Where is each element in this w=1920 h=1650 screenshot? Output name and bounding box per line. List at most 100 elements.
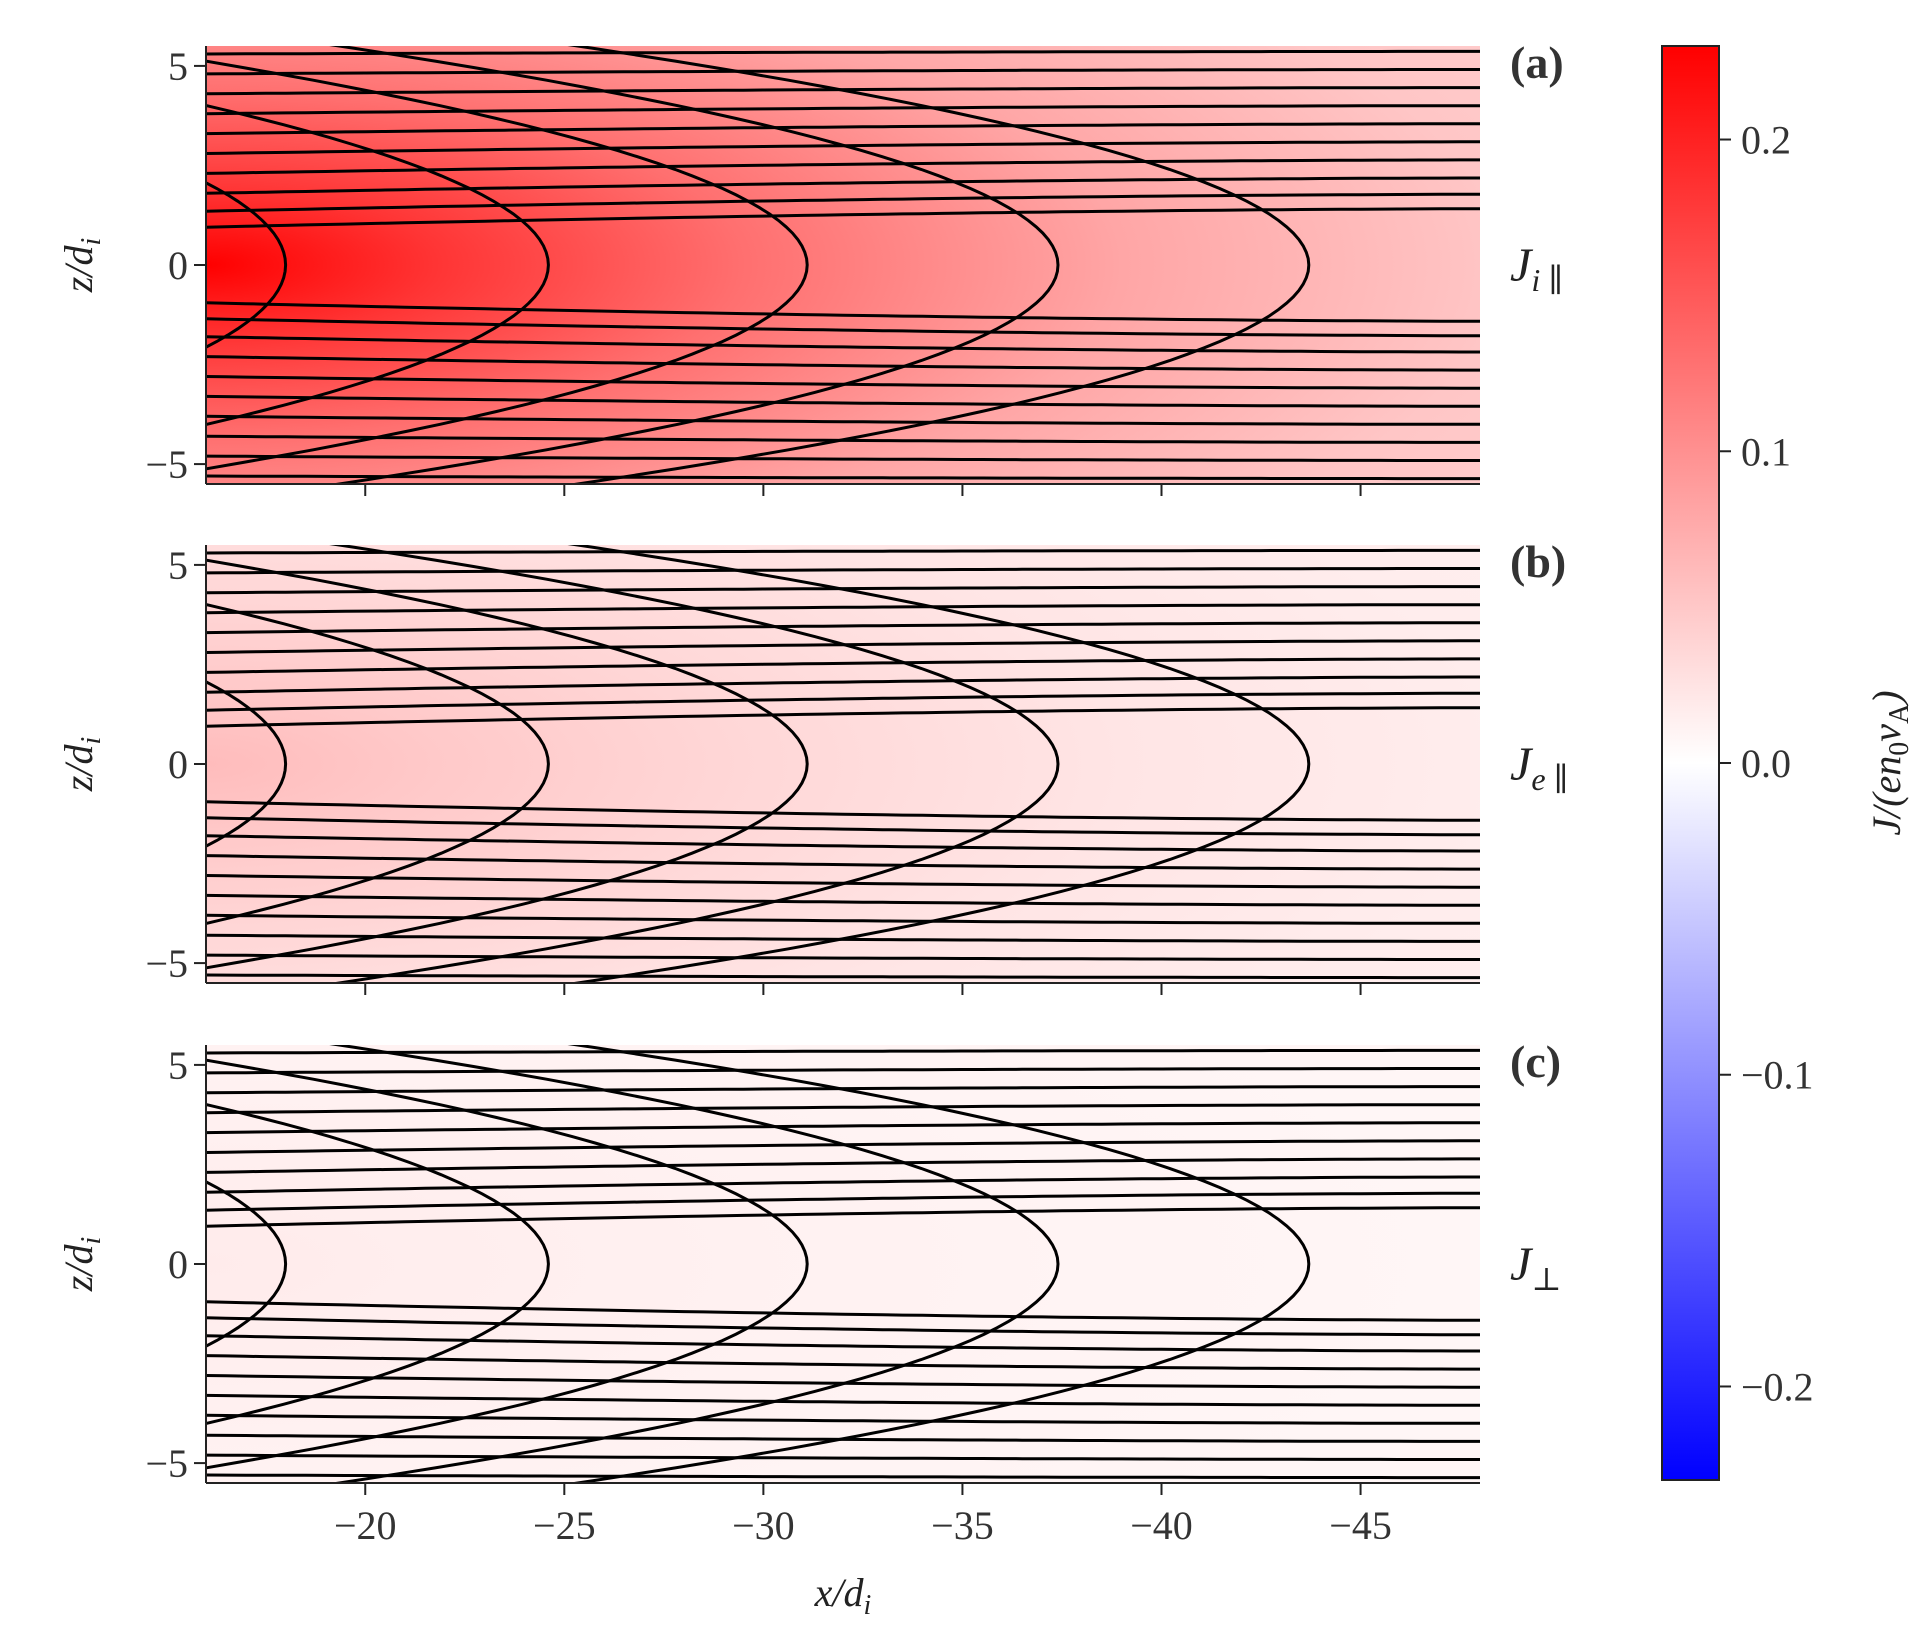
contour-line	[206, 1334, 1480, 1353]
heatmap	[206, 545, 1480, 983]
contour-line	[206, 49, 1480, 56]
contour-line	[206, 434, 1480, 444]
contour-line	[206, 181, 288, 349]
y-tick-label: −5	[145, 1441, 188, 1486]
contour-line	[206, 1354, 1480, 1371]
quantity-label: Ji ∥	[1510, 239, 1563, 298]
contour-line	[206, 1433, 1480, 1443]
colorbar-tick-label: 0.2	[1741, 118, 1791, 163]
contour-line	[206, 1175, 1480, 1194]
contour-line	[206, 621, 1480, 635]
x-axis-title: x/di	[814, 1570, 872, 1621]
contour-line	[206, 1085, 1480, 1095]
contour-line	[206, 706, 1480, 728]
contour-line	[206, 1121, 1480, 1135]
contour-line	[206, 1157, 1480, 1174]
heatmap	[206, 46, 1480, 484]
y-tick-label: −5	[145, 442, 188, 487]
contour-line	[206, 454, 1480, 462]
y-tick-label: −5	[145, 941, 188, 986]
contour-line	[206, 973, 1480, 980]
contour-line	[206, 1180, 288, 1348]
contour-line	[206, 854, 1480, 871]
contour-line	[206, 691, 1480, 712]
panels-group: −5 0 5 z/di (a) Ji ∥ −5 0 5 z/di (b) Je ∥ −5 0 5 −20 −25…	[56, 37, 1568, 1548]
contour-line	[206, 355, 1480, 372]
contour-line	[206, 192, 1480, 213]
colorbar-label: J/(en0vA)	[1864, 690, 1915, 835]
contour-line	[206, 933, 1480, 943]
contour-line	[206, 800, 1480, 822]
contour-line	[206, 474, 1480, 481]
contour-line	[206, 1058, 809, 1470]
colorbar-gradient	[1661, 45, 1720, 1481]
y-axis-title: z/di	[56, 737, 107, 792]
contour-line	[206, 317, 1480, 338]
contour-line	[206, 140, 1480, 155]
contour-lines	[206, 46, 1480, 484]
contour-lines	[206, 545, 1480, 983]
contour-line	[206, 207, 1480, 229]
y-tick-label: 0	[168, 243, 188, 288]
contour-line	[206, 103, 550, 427]
panel-label: (b)	[1510, 536, 1566, 587]
contour-line	[206, 68, 1480, 76]
contour-line	[206, 639, 1480, 654]
panel-b: −5 0 5 z/di (b) Je ∥	[56, 536, 1568, 995]
contour-line	[206, 1103, 1480, 1115]
quantity-label: J⊥	[1510, 1238, 1561, 1297]
contour-line	[206, 394, 1480, 408]
contour-line	[206, 1300, 1480, 1322]
contour-line	[206, 567, 1480, 575]
contour-line	[206, 1413, 1480, 1425]
contour-line	[206, 1453, 1480, 1461]
colorbar: 0.2 0.1 0.0 −0.1 −0.2 J/(en0vA)	[1661, 45, 1915, 1481]
contour-line	[206, 893, 1480, 907]
contour-line	[206, 375, 1480, 390]
quantity-label: Je ∥	[1510, 738, 1568, 797]
colorbar-tick-label: −0.1	[1741, 1053, 1814, 1098]
contour-line	[206, 1316, 1480, 1337]
panel-label: (c)	[1510, 1036, 1561, 1087]
contour-line	[206, 1393, 1480, 1407]
contour-line	[206, 1206, 1480, 1228]
heatmap	[206, 1045, 1480, 1483]
x-tick-label: −25	[533, 1503, 596, 1548]
contour-line	[206, 953, 1480, 961]
contour-line	[206, 1102, 550, 1426]
contour-line	[206, 158, 1480, 175]
contour-line	[206, 1191, 1480, 1212]
contour-line	[206, 335, 1480, 354]
x-tick-label: −40	[1130, 1503, 1193, 1548]
contour-line	[206, 104, 1480, 116]
x-tick-label: −20	[334, 1503, 397, 1548]
colorbar-tick-label: 0.1	[1741, 429, 1791, 474]
colorbar-tick-label: 0.0	[1741, 741, 1791, 786]
contour-line	[206, 1374, 1480, 1389]
contour-line	[206, 558, 809, 970]
contour-line	[206, 1048, 1480, 1055]
contour-line	[206, 1067, 1480, 1075]
contour-line	[206, 548, 1480, 555]
contour-line	[206, 602, 550, 926]
x-tick-label: −30	[732, 1503, 795, 1548]
panel-a: −5 0 5 z/di (a) Ji ∥	[56, 37, 1564, 496]
y-tick-label: 0	[168, 742, 188, 787]
contour-line	[206, 585, 1480, 595]
contour-line	[206, 1139, 1480, 1154]
x-tick-label: −45	[1329, 1503, 1392, 1548]
contour-line	[206, 913, 1480, 925]
contour-line	[206, 414, 1480, 426]
contour-line	[206, 122, 1480, 136]
contour-line	[206, 176, 1480, 195]
y-tick-label: 5	[168, 44, 188, 89]
colorbar-tick-label: −0.2	[1741, 1364, 1814, 1409]
contour-line	[206, 680, 288, 848]
y-tick-label: 5	[168, 1043, 188, 1088]
y-axis-title: z/di	[56, 1237, 107, 1292]
panel-c: −5 0 5 −20 −25 −30 −35 −40 −45 z/di (c) J⊥	[56, 1036, 1561, 1548]
contour-line	[206, 816, 1480, 837]
y-tick-label: 0	[168, 1242, 188, 1287]
contour-line	[206, 603, 1480, 615]
